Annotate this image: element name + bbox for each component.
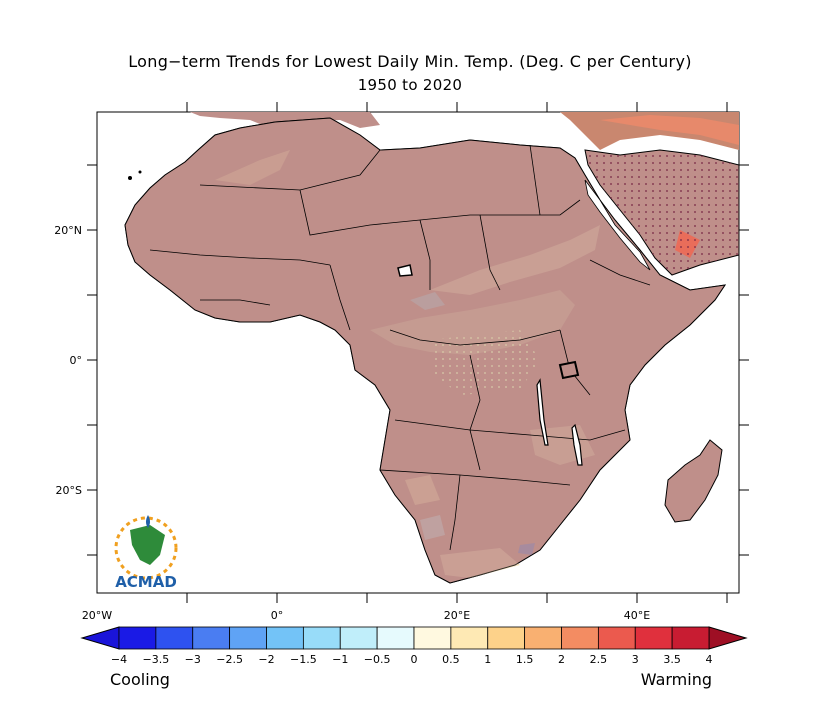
lake-tanganyika bbox=[536, 378, 549, 446]
colorbar-swatch bbox=[597, 626, 636, 650]
colorbar-swatch bbox=[302, 626, 341, 650]
lat-ticks bbox=[87, 102, 749, 603]
congo-light-stipple bbox=[430, 330, 540, 395]
logo-drop-icon bbox=[146, 515, 150, 528]
colorbar-tick-label: 0 bbox=[411, 653, 418, 666]
arabia-stipple bbox=[585, 150, 739, 275]
lat-label-0: 0° bbox=[70, 354, 83, 367]
colorbar-swatch bbox=[155, 626, 194, 650]
colorbar-swatch bbox=[192, 626, 231, 650]
colorbar-tick-label: 2.5 bbox=[590, 653, 608, 666]
warm-patch-turkey bbox=[600, 115, 739, 145]
colorbar-tick-label: −3 bbox=[185, 653, 201, 666]
colorbar-swatch bbox=[339, 626, 378, 650]
colorbar-tick-label: −1 bbox=[332, 653, 348, 666]
map-subtitle: 1950 to 2020 bbox=[357, 76, 463, 94]
colorbar-tick-label: 2 bbox=[558, 653, 565, 666]
colorbar-swatch bbox=[487, 626, 526, 650]
colorbar-tick-label: −2 bbox=[258, 653, 274, 666]
colorbar-tick-label: −4 bbox=[111, 653, 127, 666]
colorbar-tick-label: 0.5 bbox=[442, 653, 460, 666]
colorbar-swatch bbox=[671, 626, 710, 650]
lake-malawi bbox=[571, 423, 583, 466]
lat-label-20n: 20°N bbox=[54, 224, 82, 237]
lon-label-0: 0° bbox=[271, 609, 284, 622]
canary-islands bbox=[128, 176, 132, 180]
colorbar-swatch bbox=[524, 626, 562, 650]
colorbar-swatch bbox=[450, 626, 489, 650]
red-sea bbox=[584, 179, 651, 271]
lon-label-40e: 40°E bbox=[624, 609, 650, 622]
lat-label-20s: 20°S bbox=[56, 484, 82, 497]
colorbar-swatch bbox=[229, 626, 267, 650]
colorbar-swatch bbox=[266, 626, 304, 650]
lon-label-20e: 20°E bbox=[444, 609, 470, 622]
colorbar-swatch bbox=[413, 626, 452, 650]
colorbar-swatch bbox=[118, 626, 157, 650]
logo-text: ACMAD bbox=[115, 573, 177, 591]
colorbar-swatch bbox=[376, 626, 415, 650]
colorbar-low-arrow bbox=[80, 626, 120, 650]
colorbar-tick-label: −0.5 bbox=[364, 653, 391, 666]
colorbar-tick-label: 3 bbox=[632, 653, 639, 666]
colorbar-tick-label: −2.5 bbox=[216, 653, 243, 666]
colorbar-swatch bbox=[561, 626, 599, 650]
colorbar: −4 −3.5 −3 −2.5 −2 −1.5 −1 −0.5 0 0.5 1 1.5 2 2.5 3 3.5… bbox=[80, 626, 748, 666]
cooling-label: Cooling bbox=[110, 670, 170, 689]
country-borders bbox=[149, 144, 651, 551]
colorbar-tick-label: 4 bbox=[706, 653, 713, 666]
colorbar-tick-label: 1 bbox=[484, 653, 491, 666]
colorbar-tick-label: 1.5 bbox=[516, 653, 534, 666]
lake-chad bbox=[397, 264, 413, 277]
lon-label-20w: 20°W bbox=[82, 609, 112, 622]
canary-islands-2 bbox=[138, 170, 142, 174]
europe-landmass bbox=[190, 112, 380, 128]
colorbar-high-arrow bbox=[708, 626, 748, 650]
warming-label: Warming bbox=[641, 670, 712, 689]
colorbar-tick-label: 3.5 bbox=[663, 653, 681, 666]
colorbar-swatch bbox=[634, 626, 673, 650]
acmad-logo: ACMAD bbox=[114, 515, 178, 591]
logo-sun-rays-icon bbox=[114, 516, 178, 580]
colorbar-tick-label: −3.5 bbox=[143, 653, 170, 666]
map-title: Long−term Trends for Lowest Daily Min. T… bbox=[128, 52, 692, 71]
madagascar bbox=[664, 439, 723, 523]
logo-africa-icon bbox=[130, 525, 165, 565]
lake-victoria bbox=[558, 360, 580, 380]
colorbar-tick-label: −1.5 bbox=[290, 653, 317, 666]
